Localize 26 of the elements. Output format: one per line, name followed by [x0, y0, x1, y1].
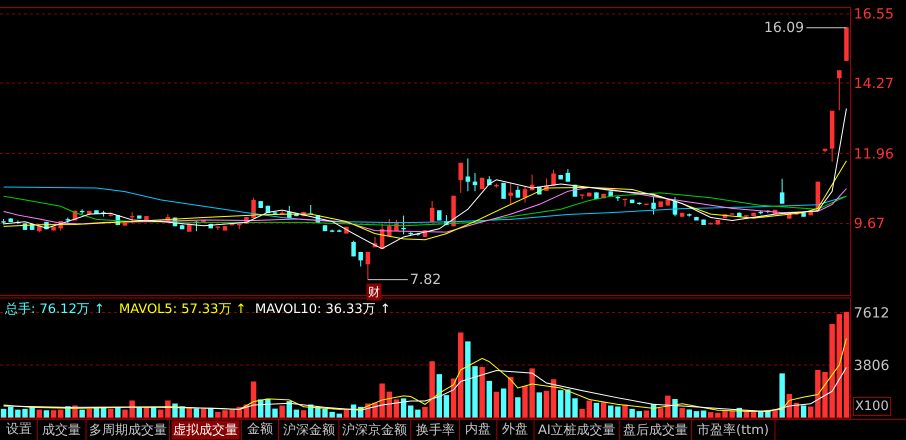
- text: 内盘: [465, 422, 491, 437]
- text: 设置: [6, 422, 32, 437]
- text: AI立桩成交量: [538, 422, 616, 438]
- y-tick-label: 16.55: [854, 6, 894, 23]
- annotation: 总手: 76.12万 ↑: [4, 302, 105, 317]
- y-tick-label: 11.96: [854, 146, 894, 162]
- annotation: MAVOL5: 57.33万 ↑: [119, 302, 246, 317]
- text: 成交量: [42, 422, 81, 438]
- annotation: 财: [368, 285, 380, 299]
- annotation: 7.82: [410, 272, 442, 288]
- annotation: 16.09: [764, 20, 804, 36]
- y-tick-label: 9.67: [854, 216, 885, 232]
- text: 沪深京金额: [342, 422, 407, 438]
- text: 虚拟成交量: [173, 422, 238, 438]
- text: 盘后成交量: [623, 422, 688, 438]
- y-tick-label: 7612: [854, 305, 890, 322]
- text: 金额: [247, 422, 273, 437]
- y-tick-label: 3806: [854, 358, 890, 374]
- text: 市盈率(ttm): [697, 422, 770, 438]
- text: 外盘: [502, 422, 528, 437]
- text: 换手率: [416, 422, 455, 438]
- y-tick-label: 14.27: [854, 76, 894, 92]
- text: 多周期成交量: [89, 422, 167, 438]
- text: 沪深金额: [283, 422, 335, 438]
- annotation: MAVOL10: 36.33万 ↑: [255, 302, 391, 317]
- y-axis-title: X100: [855, 399, 889, 414]
